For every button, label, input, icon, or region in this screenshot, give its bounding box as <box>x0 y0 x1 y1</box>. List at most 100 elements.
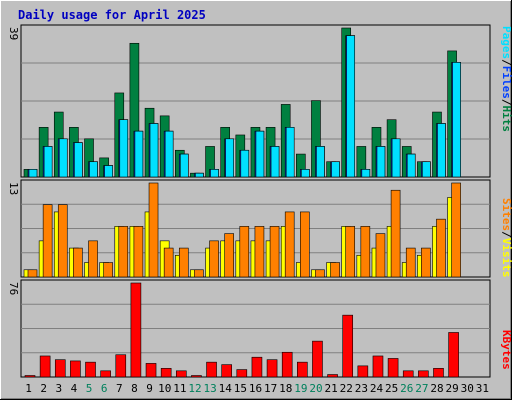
bar-sites-day-25 <box>390 189 401 278</box>
legend-sites-visits: Sites/Visits <box>500 198 512 278</box>
bar-pages-day-26 <box>406 153 416 178</box>
bar-pages-day-23 <box>361 169 371 178</box>
bar-kbytes-day-4 <box>70 360 81 378</box>
y-max-label-hits-files-pages: 39 <box>7 27 20 40</box>
x-label-day-22: 22 <box>340 382 353 395</box>
bar-kbytes-day-16 <box>251 356 263 378</box>
x-label-day-4: 4 <box>71 382 78 395</box>
bar-kbytes-day-2 <box>39 355 51 378</box>
bar-pages-day-13 <box>210 169 219 178</box>
bar-pages-day-21 <box>331 161 340 178</box>
bar-sites-day-10 <box>163 247 174 278</box>
bar-pages-day-12 <box>195 172 204 178</box>
bar-kbytes-day-5 <box>85 361 96 378</box>
bar-pages-day-22 <box>346 35 356 178</box>
bar-pages-day-24 <box>376 146 386 178</box>
legend-pages: Pages <box>500 26 512 59</box>
x-label-day-24: 24 <box>370 382 384 395</box>
legend-kbytes-label: KBytes <box>500 330 512 370</box>
bar-sites-day-29 <box>451 182 461 278</box>
x-label-day-1: 1 <box>25 382 32 395</box>
bar-sites-day-15 <box>239 226 250 278</box>
bar-kbytes-day-15 <box>236 369 248 378</box>
bar-kbytes-day-17 <box>266 359 278 378</box>
bar-pages-day-18 <box>285 127 295 178</box>
bar-kbytes-day-29 <box>448 332 459 378</box>
bar-pages-day-4 <box>74 142 83 178</box>
bar-sites-day-8 <box>133 226 144 278</box>
bar-sites-day-26 <box>405 247 416 278</box>
x-label-day-3: 3 <box>56 382 63 395</box>
panels: 39 13 76 <box>7 24 491 378</box>
y-max-label-kbytes: 76 <box>7 282 20 295</box>
bar-sites-day-27 <box>421 247 431 278</box>
x-label-day-21: 21 <box>325 382 338 395</box>
bar-pages-day-6 <box>104 165 113 178</box>
bar-kbytes-day-28 <box>433 368 444 378</box>
x-label-day-10: 10 <box>158 382 171 395</box>
y-max-label-visits-sites: 13 <box>7 182 20 195</box>
legend-hits: Hits <box>500 106 512 133</box>
bar-pages-day-17 <box>270 146 280 178</box>
bar-pages-day-19 <box>301 169 310 178</box>
bar-pages-day-2 <box>43 146 53 178</box>
bar-pages-day-1 <box>28 169 38 178</box>
bar-kbytes-day-7 <box>115 354 127 378</box>
bar-sites-day-5 <box>88 240 98 278</box>
x-label-day-28: 28 <box>430 382 443 395</box>
bar-kbytes-day-9 <box>145 363 157 378</box>
bar-sites-day-6 <box>103 262 113 278</box>
legend-pages-files-hits: Pages/Files/Hits <box>500 26 512 132</box>
x-label-day-5: 5 <box>86 382 93 395</box>
bar-sites-day-17 <box>269 226 280 278</box>
bar-sites-day-18 <box>284 211 295 278</box>
legend-sites: Sites <box>500 198 512 231</box>
bar-pages-day-8 <box>134 130 144 178</box>
bar-pages-day-9 <box>149 123 159 178</box>
bar-sites-day-28 <box>436 218 446 278</box>
bar-pages-day-25 <box>391 138 401 178</box>
bar-kbytes-day-27 <box>418 370 429 378</box>
bar-sites-day-11 <box>178 247 189 278</box>
bar-pages-day-5 <box>89 161 98 178</box>
bar-kbytes-day-13 <box>206 361 217 378</box>
x-label-day-2: 2 <box>40 382 47 395</box>
bar-pages-day-3 <box>58 138 68 178</box>
bar-kbytes-day-19 <box>297 361 308 378</box>
x-label-day-14: 14 <box>219 382 233 395</box>
x-label-day-30: 30 <box>461 382 474 395</box>
bar-sites-day-7 <box>118 226 129 278</box>
bar-kbytes-day-18 <box>281 351 293 378</box>
bar-sites-day-21 <box>330 262 340 278</box>
bar-kbytes-day-3 <box>54 359 66 378</box>
legend-sep-3: / <box>500 231 512 238</box>
x-label-day-19: 19 <box>294 382 307 395</box>
bar-sites-day-20 <box>315 269 325 278</box>
bar-sites-day-2 <box>42 204 53 278</box>
x-label-day-25: 25 <box>385 382 398 395</box>
x-label-day-16: 16 <box>249 382 262 395</box>
x-label-day-8: 8 <box>131 382 138 395</box>
legend-kbytes: KBytes <box>500 330 512 370</box>
bar-kbytes-day-22 <box>342 314 354 378</box>
x-label-day-15: 15 <box>234 382 247 395</box>
x-label-day-9: 9 <box>146 382 153 395</box>
bar-kbytes-day-11 <box>175 370 187 378</box>
bar-kbytes-day-10 <box>160 368 172 378</box>
bar-sites-day-24 <box>375 233 386 278</box>
bar-pages-day-7 <box>119 119 129 178</box>
bar-sites-day-14 <box>224 233 234 278</box>
x-label-day-23: 23 <box>355 382 368 395</box>
bar-kbytes-day-21 <box>327 374 338 378</box>
bar-kbytes-day-25 <box>387 358 399 378</box>
bar-pages-day-27 <box>422 161 431 178</box>
bar-kbytes-day-23 <box>357 365 369 378</box>
bar-pages-day-11 <box>179 153 189 178</box>
bar-pages-day-29 <box>452 62 461 178</box>
bar-pages-day-10 <box>164 130 174 178</box>
bar-pages-day-15 <box>240 149 250 178</box>
bar-kbytes-day-1 <box>24 375 36 378</box>
bar-kbytes-day-20 <box>312 340 323 378</box>
